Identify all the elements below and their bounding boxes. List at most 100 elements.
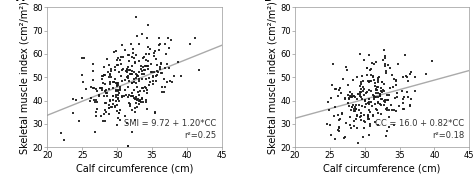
Point [125, 85, 132, 88]
Point [137, 100, 145, 103]
Point [142, 98, 150, 101]
Point [135, 75, 142, 78]
X-axis label: Calf circumference (cm): Calf circumference (cm) [76, 163, 193, 173]
Point [331, 138, 339, 141]
Point [363, 66, 371, 69]
Point [403, 76, 410, 79]
Point [374, 81, 382, 84]
Point [374, 91, 382, 94]
Point [135, 103, 142, 106]
Point [385, 108, 393, 111]
Point [126, 101, 133, 104]
Point [336, 86, 343, 89]
Point [128, 73, 135, 76]
Point [327, 124, 334, 127]
Point [69, 97, 77, 100]
Point [123, 68, 130, 71]
Point [118, 63, 125, 66]
Point [323, 122, 331, 125]
Point [122, 89, 129, 92]
Point [109, 95, 117, 98]
Point [399, 75, 406, 78]
Point [341, 97, 348, 100]
Point [69, 112, 76, 115]
Point [357, 96, 365, 99]
Point [383, 135, 390, 138]
Point [125, 75, 132, 78]
Point [113, 82, 120, 85]
Point [141, 68, 148, 71]
Point [142, 100, 150, 103]
Point [347, 126, 355, 129]
Point [338, 112, 346, 114]
Point [90, 98, 97, 101]
Point [109, 81, 117, 84]
Point [411, 75, 419, 78]
Point [126, 102, 134, 105]
Point [100, 65, 108, 68]
Point [350, 119, 358, 122]
Point [165, 46, 173, 49]
Point [136, 60, 143, 63]
Point [135, 77, 143, 80]
Point [140, 56, 147, 59]
Point [378, 91, 386, 94]
Point [336, 130, 343, 133]
Point [364, 117, 372, 120]
Point [371, 103, 379, 106]
Point [144, 23, 152, 26]
Point [405, 96, 412, 99]
Point [149, 75, 156, 77]
Point [374, 85, 382, 88]
Point [78, 56, 85, 59]
Point [141, 64, 148, 67]
Point [137, 68, 145, 70]
Point [345, 105, 352, 108]
Point [125, 96, 132, 99]
Point [401, 53, 409, 56]
Point [350, 124, 358, 127]
Point [81, 56, 88, 59]
Point [356, 53, 364, 56]
Point [389, 85, 397, 88]
Point [132, 54, 140, 57]
Point [334, 114, 342, 117]
Point [97, 86, 104, 89]
Point [113, 85, 121, 88]
Point [371, 85, 379, 88]
Point [345, 97, 353, 100]
Point [135, 100, 143, 102]
Point [126, 94, 133, 97]
Point [412, 89, 419, 92]
Point [105, 88, 113, 91]
Point [408, 70, 415, 73]
Point [145, 45, 152, 48]
Point [344, 94, 352, 97]
Point [124, 77, 132, 79]
Point [335, 125, 343, 128]
Point [116, 99, 123, 102]
Point [364, 102, 371, 105]
Point [109, 87, 117, 90]
Point [123, 70, 131, 73]
Point [112, 93, 119, 96]
Point [366, 123, 374, 126]
Point [372, 107, 380, 110]
Point [388, 73, 395, 76]
Point [139, 65, 146, 68]
Point [144, 91, 151, 94]
Point [357, 118, 365, 121]
Point [347, 94, 355, 97]
Point [100, 112, 108, 115]
Point [129, 82, 137, 84]
Point [159, 72, 166, 75]
Point [365, 115, 372, 118]
Point [101, 109, 109, 112]
Point [110, 50, 118, 53]
Point [111, 105, 119, 108]
Point [142, 69, 149, 72]
Point [381, 57, 389, 60]
Point [375, 75, 383, 78]
Point [361, 121, 369, 124]
Point [150, 55, 158, 58]
